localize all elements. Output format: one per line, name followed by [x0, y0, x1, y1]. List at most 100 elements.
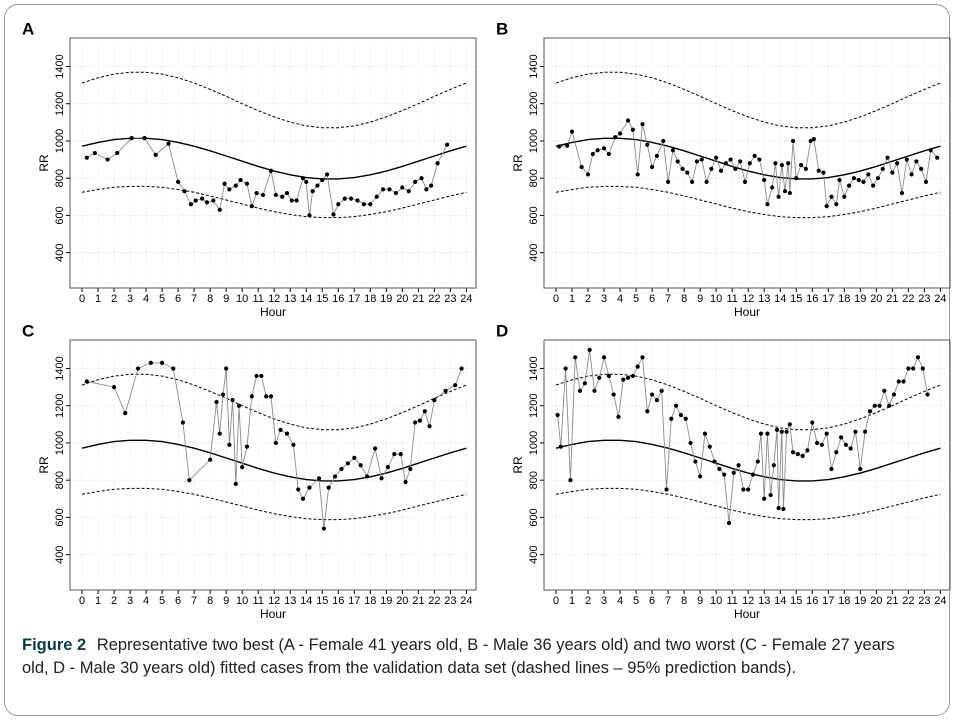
- data-point: [853, 429, 858, 434]
- data-point: [758, 431, 764, 436]
- y-axis-label: RR: [511, 154, 525, 172]
- plot-area: [543, 339, 951, 591]
- data-point: [630, 127, 635, 132]
- data-point: [264, 394, 269, 399]
- x-tick-label: 1: [95, 293, 101, 305]
- data-point: [373, 446, 378, 451]
- x-tick-label: 21: [412, 595, 424, 607]
- y-tick-label: 1400: [528, 54, 540, 78]
- x-tick-label: 1: [95, 595, 101, 607]
- prediction-band: [81, 71, 467, 129]
- data-point: [774, 427, 780, 433]
- data-point: [790, 450, 796, 455]
- data-point: [358, 463, 363, 468]
- data-point: [111, 384, 117, 390]
- data-point: [577, 388, 583, 393]
- data-point: [693, 459, 698, 464]
- x-tick-label: 2: [111, 293, 117, 305]
- x-tick-label: 19: [380, 293, 392, 305]
- x-tick-label: 12: [742, 293, 754, 305]
- x-tick-label: 5: [633, 293, 639, 305]
- data-point: [381, 187, 386, 192]
- data-point: [810, 420, 815, 425]
- data-point: [847, 183, 852, 188]
- x-tick-label: 16: [332, 293, 344, 305]
- data-point: [355, 198, 360, 203]
- data-point: [680, 166, 685, 171]
- data-point: [838, 435, 844, 440]
- data-point: [352, 455, 357, 460]
- data-point: [770, 185, 775, 190]
- x-tick-label: 6: [649, 293, 655, 305]
- x-tick-label: 21: [886, 293, 898, 305]
- data-point: [919, 166, 924, 171]
- data-point: [784, 429, 789, 434]
- data-point: [148, 360, 153, 365]
- data-point: [690, 179, 695, 184]
- data-point: [211, 198, 216, 203]
- data-point: [645, 409, 650, 414]
- data-point: [779, 163, 784, 168]
- data-point: [361, 202, 366, 207]
- data-point: [661, 138, 666, 144]
- x-tick-label: 7: [665, 595, 671, 607]
- data-point: [702, 431, 708, 436]
- x-tick-label: 6: [175, 595, 181, 607]
- x-tick-label: 12: [742, 595, 754, 607]
- data-point: [187, 478, 192, 483]
- y-tick-label: 600: [54, 508, 66, 526]
- x-tick-label: 17: [822, 293, 834, 305]
- data-point: [244, 181, 250, 186]
- x-tick-label: 12: [268, 293, 280, 305]
- data-point: [723, 161, 728, 166]
- data-point: [790, 138, 796, 144]
- x-tick-label: 20: [396, 293, 408, 305]
- data-point: [842, 194, 847, 199]
- data-point: [851, 176, 857, 181]
- data-point: [654, 398, 660, 403]
- data-point: [445, 142, 450, 147]
- data-point: [159, 360, 165, 365]
- x-tick-label: 10: [236, 595, 248, 607]
- data-point: [848, 446, 853, 451]
- x-tick-label: 6: [175, 293, 181, 305]
- data-point: [752, 153, 757, 158]
- x-tick-label: 16: [806, 595, 818, 607]
- data-point: [773, 161, 778, 166]
- data-point: [284, 431, 290, 436]
- x-tick-label: 7: [191, 293, 197, 305]
- data-point: [904, 157, 909, 162]
- panel-label: B: [496, 19, 508, 38]
- data-point: [326, 485, 331, 490]
- data-point: [291, 442, 296, 447]
- x-tick-label: 22: [902, 595, 914, 607]
- y-tick-label: 1200: [54, 91, 66, 115]
- x-tick-label: 12: [268, 595, 280, 607]
- data-point: [280, 194, 285, 199]
- data-point: [427, 424, 432, 429]
- data-point: [268, 168, 274, 173]
- prediction-band: [81, 185, 467, 219]
- data-point: [694, 159, 700, 164]
- data-point: [208, 457, 213, 462]
- data-point: [935, 155, 940, 160]
- data-point: [435, 161, 440, 166]
- panel-label: D: [496, 321, 508, 340]
- data-point: [714, 155, 719, 160]
- x-tick-label: 3: [127, 293, 133, 305]
- data-point: [193, 198, 198, 203]
- data-point: [914, 159, 919, 164]
- data-point: [393, 190, 399, 196]
- y-tick-label: 1000: [54, 431, 66, 455]
- data-point: [670, 148, 676, 153]
- data-point: [188, 202, 194, 207]
- x-tick-label: 9: [223, 595, 229, 607]
- x-axis-label: Hour: [734, 607, 760, 621]
- data-point: [259, 373, 264, 379]
- data-point: [678, 412, 684, 418]
- x-tick-label: 8: [207, 595, 213, 607]
- data-point: [731, 470, 736, 475]
- x-tick-label: 7: [665, 293, 671, 305]
- data-point: [336, 202, 341, 207]
- data-point: [645, 142, 650, 147]
